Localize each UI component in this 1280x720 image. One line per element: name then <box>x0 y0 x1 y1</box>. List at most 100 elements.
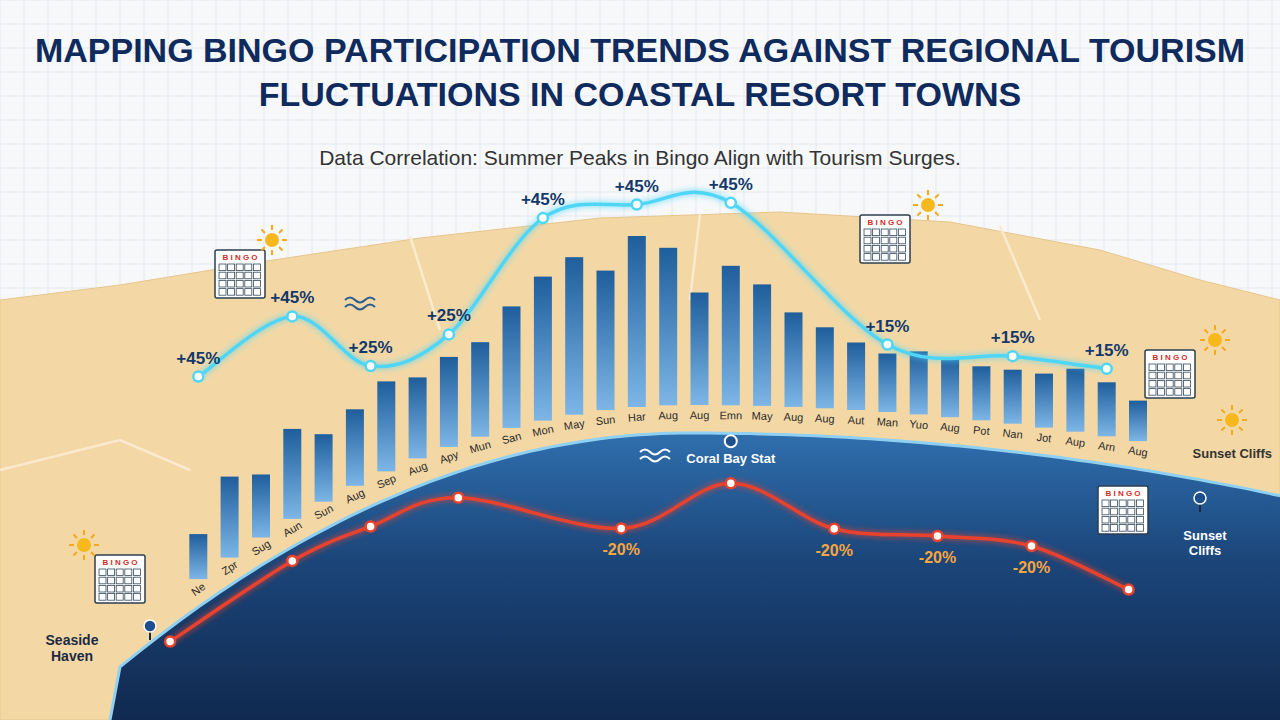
card-cell <box>125 585 132 592</box>
card-cell <box>1183 364 1190 371</box>
card-cell <box>890 237 897 244</box>
card-cell <box>873 245 880 252</box>
card-cell <box>898 254 905 261</box>
card-cell <box>1149 372 1156 379</box>
line-point <box>1027 541 1037 551</box>
card-cell <box>1175 389 1182 396</box>
card-cell <box>219 280 226 287</box>
bar <box>346 409 364 486</box>
bar <box>1129 401 1147 442</box>
line-point <box>632 200 642 210</box>
place-label-line: Sunset <box>1183 528 1227 543</box>
line-point <box>829 524 839 534</box>
card-cell <box>1111 525 1118 532</box>
sun-disc <box>265 233 279 247</box>
bar <box>409 377 427 458</box>
line-point <box>726 198 736 208</box>
bar <box>753 284 771 406</box>
card-cell <box>236 264 243 271</box>
land <box>0 212 1280 720</box>
card-cell <box>228 280 235 287</box>
card-cell <box>1158 389 1165 396</box>
card-cell <box>1102 500 1109 507</box>
bar <box>503 306 521 428</box>
line <box>198 192 1106 376</box>
plot-area <box>165 192 1147 646</box>
bar <box>1098 382 1116 436</box>
card-cell <box>1119 516 1126 523</box>
category-label: Jot <box>1036 431 1052 445</box>
place-label: SeasideHaven <box>46 632 99 664</box>
card-cell <box>99 594 106 601</box>
card-cell <box>1149 380 1156 387</box>
card-frame <box>1098 486 1148 534</box>
roads <box>0 214 1040 470</box>
line-point <box>616 523 626 533</box>
category-label: Sep <box>375 472 398 491</box>
data-label: -20% <box>603 541 640 558</box>
card-cell <box>1128 516 1135 523</box>
data-label: +45% <box>176 349 220 368</box>
category-label: Mon <box>531 423 554 439</box>
pin-head <box>1194 492 1206 504</box>
category-label: Sug <box>250 537 273 557</box>
card-cell <box>1128 500 1135 507</box>
card-cell <box>108 577 115 584</box>
bar <box>377 381 395 471</box>
sun-disc <box>77 538 91 552</box>
category-label: Yuo <box>909 418 929 432</box>
card-cell <box>1102 516 1109 523</box>
data-label: -20% <box>816 542 853 559</box>
card-cell <box>1119 508 1126 515</box>
data-label: +45% <box>709 175 753 194</box>
card-cell <box>253 264 260 271</box>
bar <box>972 366 990 420</box>
card-cell <box>108 585 115 592</box>
category-label: Aug <box>343 486 366 505</box>
card-cell <box>1175 372 1182 379</box>
data-label: +45% <box>521 190 565 209</box>
place-label: SunsetCliffs <box>1183 528 1227 558</box>
card-cell <box>898 237 905 244</box>
background-grid <box>0 0 1280 720</box>
card-cell <box>219 264 226 271</box>
card-cell <box>116 585 123 592</box>
bar <box>471 342 489 437</box>
card-cell <box>125 569 132 576</box>
place-label-line: Coral Bay Stat <box>686 451 776 466</box>
background <box>0 0 1280 720</box>
title: MAPPING BINGO PARTICIPATION TRENDS AGAIN… <box>35 31 1245 113</box>
card-cell <box>898 229 905 236</box>
sun-icon <box>69 530 99 560</box>
category-label: Arn <box>1097 439 1116 453</box>
card-cell <box>1166 372 1173 379</box>
bingo-card: B I N G O <box>1098 486 1148 534</box>
card-cell <box>873 254 880 261</box>
card-cell <box>245 264 252 271</box>
bar <box>910 351 928 414</box>
line-point <box>444 329 454 339</box>
card-cell <box>245 272 252 279</box>
line-point <box>1008 351 1018 361</box>
bar <box>597 271 615 411</box>
wave-icon <box>640 450 670 462</box>
bar <box>1004 370 1022 424</box>
bingo-card: B I N G O <box>215 250 265 298</box>
card-text: B I N G O <box>222 253 257 262</box>
sun-rays <box>69 530 99 560</box>
bar <box>1035 374 1053 428</box>
card-cell <box>1119 525 1126 532</box>
subtitle: Data Correlation: Summer Peaks in Bingo … <box>319 146 961 169</box>
bar <box>878 354 896 413</box>
card-cell <box>228 289 235 296</box>
bar <box>785 312 803 407</box>
card-cell <box>1111 500 1118 507</box>
line-point <box>538 213 548 223</box>
card-cell <box>245 289 252 296</box>
pin-head <box>144 620 156 632</box>
card-cell <box>1175 380 1182 387</box>
card-frame <box>95 555 145 603</box>
title-line: FLUCTUATIONS IN COASTAL RESORT TOWNS <box>259 75 1021 113</box>
sun-rays <box>257 225 287 255</box>
line-point <box>1102 364 1112 374</box>
